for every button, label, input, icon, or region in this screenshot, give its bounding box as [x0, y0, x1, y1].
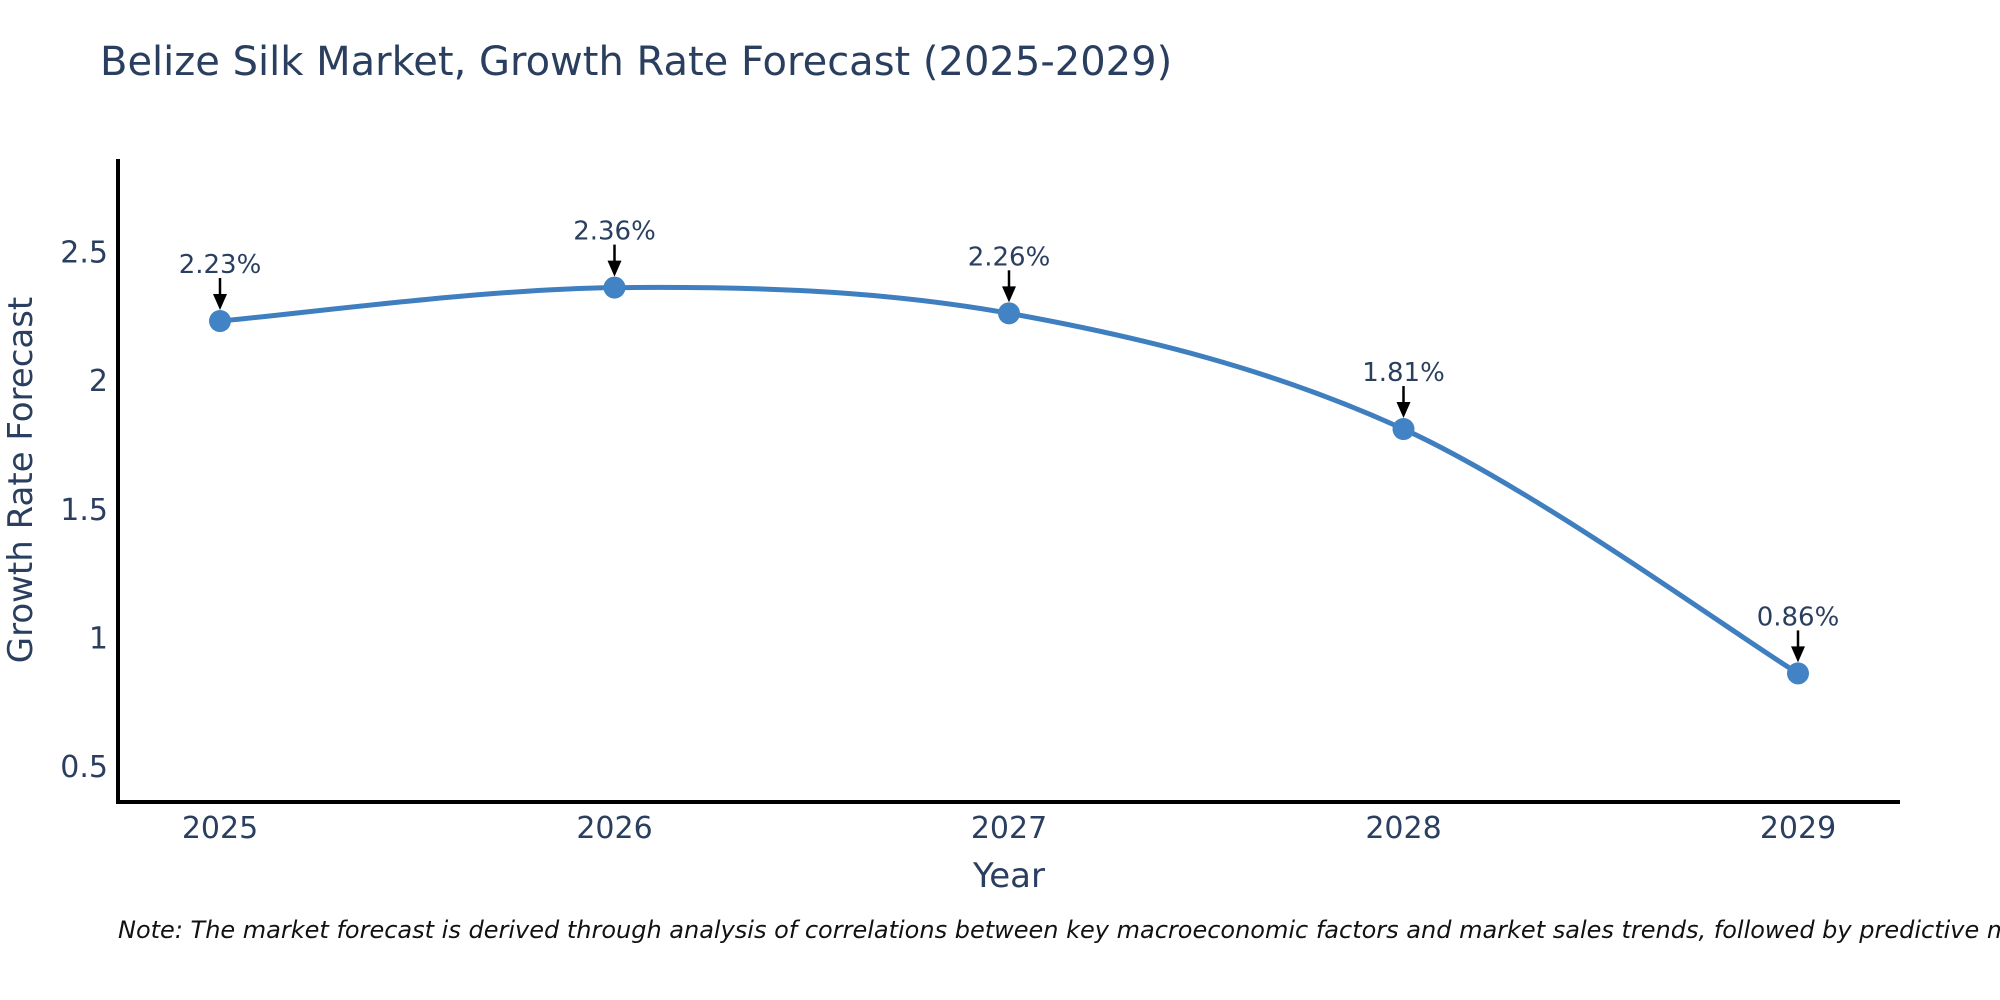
annotation-arrowhead-icon — [1002, 286, 1016, 303]
y-axis-title: Growth Rate Forecast — [1, 297, 41, 664]
data-point-label: 2.26% — [968, 242, 1051, 272]
annotation-arrowhead-icon — [213, 294, 227, 311]
x-tick-label: 2028 — [1365, 811, 1441, 846]
axes-spines — [116, 159, 1900, 804]
data-point-label: 0.86% — [1757, 602, 1840, 632]
data-point-marker — [209, 310, 231, 333]
x-axis-line — [116, 800, 1900, 804]
data-point-marker — [998, 302, 1020, 325]
y-tick-label: 2.5 — [60, 236, 108, 271]
y-axis-tick-labels: 0.5 1 1.5 2 2.5 — [60, 236, 108, 785]
data-point-markers — [209, 276, 1809, 685]
data-point-label: 2.36% — [573, 217, 656, 247]
data-point-label: 1.81% — [1362, 358, 1445, 388]
annotation-arrowhead-icon — [607, 260, 622, 277]
y-tick-label: 1 — [89, 621, 108, 656]
chart-title: Belize Silk Market, Growth Rate Forecast… — [100, 39, 1173, 85]
x-tick-label: 2029 — [1760, 811, 1836, 846]
line-series — [217, 284, 1801, 676]
x-tick-label: 2026 — [576, 811, 652, 846]
y-tick-label: 2 — [89, 364, 108, 399]
y-tick-label: 1.5 — [60, 493, 108, 528]
x-tick-label: 2027 — [971, 811, 1047, 846]
forecast-line — [217, 284, 1801, 676]
data-point-annotations: 2.23% 2.36% 2.26% 1.81% 0.86% — [179, 217, 1840, 663]
data-point-marker — [1787, 662, 1809, 685]
annotation-arrowhead-icon — [1791, 646, 1805, 663]
x-tick-label: 2025 — [182, 811, 258, 846]
x-axis-title: Year — [972, 856, 1045, 896]
y-axis-line — [116, 159, 120, 804]
footnote: Note: The market forecast is derived thr… — [118, 916, 2000, 944]
data-point-marker — [1392, 418, 1415, 441]
y-tick-label: 0.5 — [60, 750, 108, 785]
annotation-arrowhead-icon — [1396, 402, 1411, 419]
data-point-marker — [603, 276, 626, 299]
x-axis-tick-labels: 2025 2026 2027 2028 2029 — [182, 811, 1836, 846]
data-point-label: 2.23% — [179, 250, 262, 280]
